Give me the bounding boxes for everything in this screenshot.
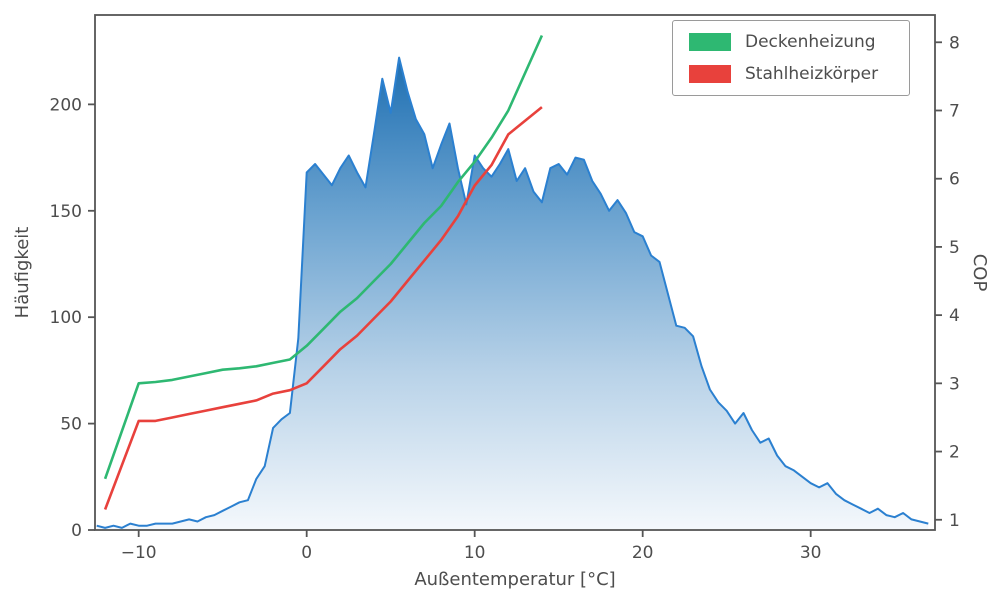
legend-item-stahlheizkoerper: Stahlheizkörper: [689, 64, 893, 84]
deckenheizung-color-swatch: [689, 33, 731, 51]
y-tick-label: 50: [60, 415, 82, 435]
histogram-outline: [96, 56, 929, 529]
y2-tick-label: 2: [949, 443, 960, 463]
y-tick-label: 100: [50, 308, 82, 328]
x-axis: −10 0 10 20 30: [121, 530, 822, 563]
y-axis-right: 1 2 3 4 5 6 7 8: [935, 33, 960, 531]
y2-tick-label: 1: [949, 511, 960, 531]
y2-tick-label: 8: [949, 33, 960, 53]
histogram-area: [96, 57, 929, 530]
y-tick-label: 200: [50, 95, 82, 115]
y2-tick-label: 5: [949, 238, 960, 258]
left-axis-title: Häufigkeit: [12, 227, 33, 319]
x-tick-label: 30: [800, 543, 822, 563]
x-tick-label: 0: [301, 543, 312, 563]
axes-box: [94, 14, 936, 531]
legend: Deckenheizung Stahlheizkörper: [672, 20, 910, 96]
y2-tick-label: 6: [949, 170, 960, 190]
y-tick-label: 150: [50, 202, 82, 222]
legend-item-deckenheizung: Deckenheizung: [689, 32, 893, 52]
y-axis-left: 0 50 100 150 200: [50, 95, 95, 541]
y2-tick-label: 7: [949, 101, 960, 121]
legend-label-deckenheizung: Deckenheizung: [745, 32, 876, 52]
x-tick-label: 10: [464, 543, 486, 563]
cop-line-deckenheizung: [103, 34, 544, 480]
y-tick-label: 0: [71, 521, 82, 541]
right-axis-title: COP: [969, 254, 990, 292]
histogram-area-group: [96, 56, 929, 530]
y2-tick-label: 3: [949, 374, 960, 394]
cop-line-stahlheizkoerper: [103, 106, 543, 510]
x-axis-title: Außentemperatur [°C]: [414, 569, 615, 590]
stahlheizkoerper-color-swatch: [689, 65, 731, 83]
legend-label-stahlheizkoerper: Stahlheizkörper: [745, 64, 879, 84]
y2-tick-label: 4: [949, 306, 960, 326]
x-tick-label: −10: [121, 543, 157, 563]
x-tick-label: 20: [632, 543, 654, 563]
